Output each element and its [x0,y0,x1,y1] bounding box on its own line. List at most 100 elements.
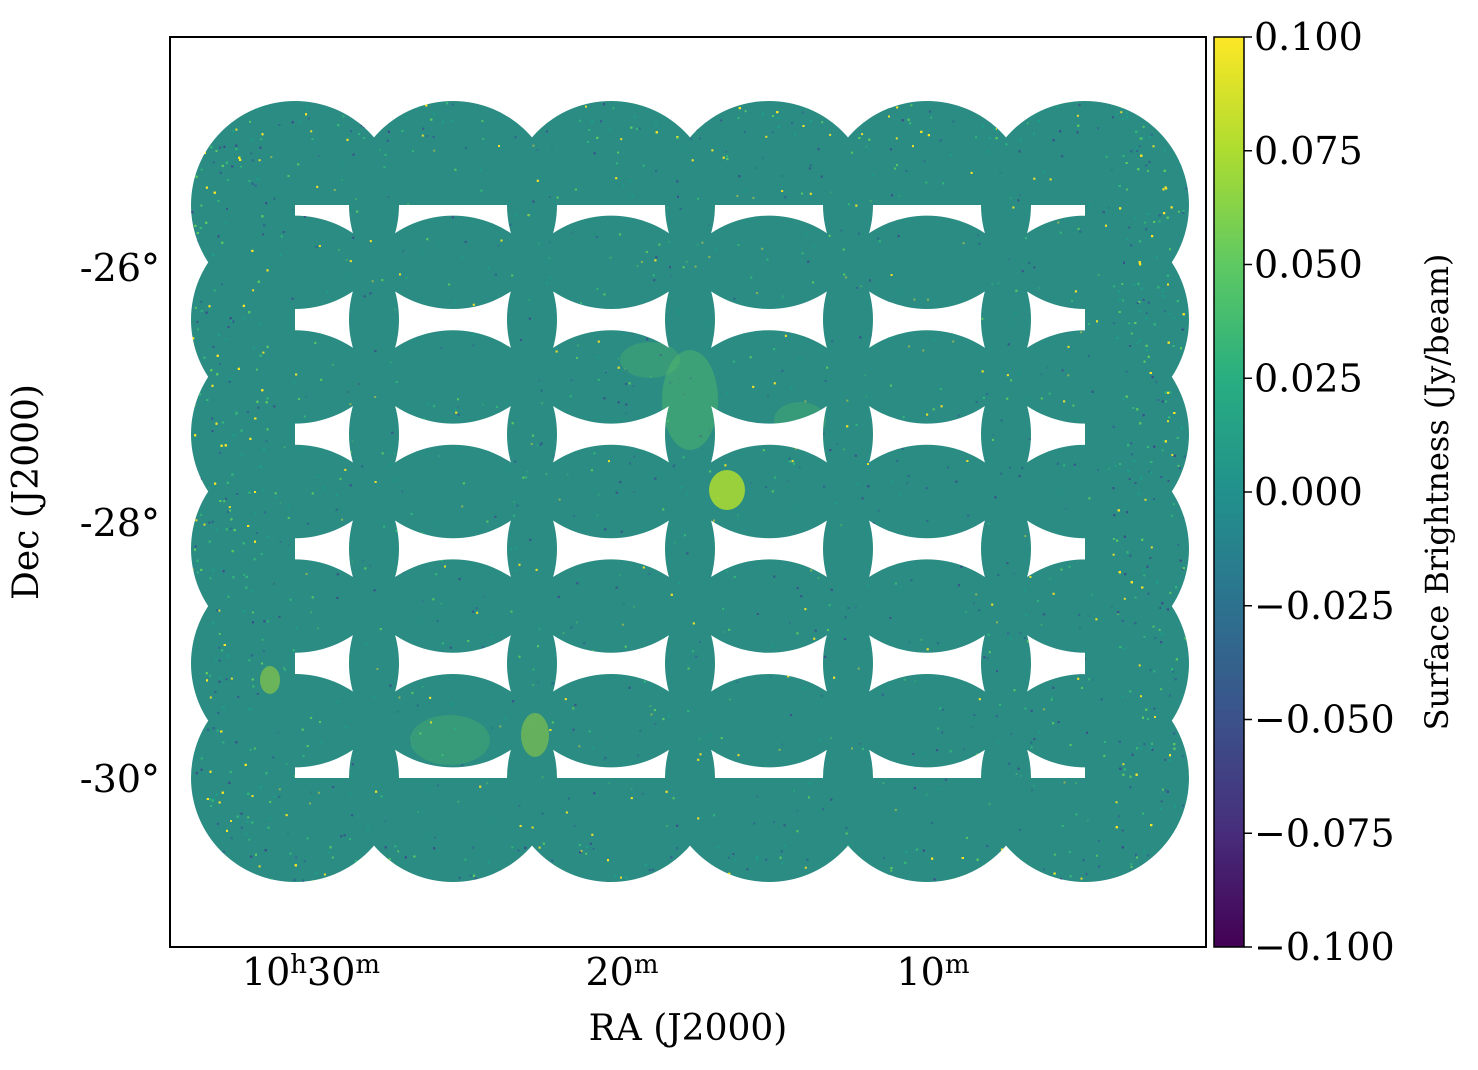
noise-pixel [318,245,321,247]
noise-pixel [981,317,984,320]
noise-pixel [351,763,354,766]
noise-pixel [576,357,578,359]
noise-pixel [960,565,963,568]
noise-pixel [588,128,591,131]
noise-pixel [551,721,554,724]
noise-pixel [393,308,396,311]
noise-pixel [881,693,884,696]
noise-pixel [855,287,858,289]
noise-pixel [352,153,355,156]
noise-pixel [383,166,386,169]
noise-pixel [910,104,913,107]
noise-pixel [315,245,318,248]
noise-pixel [597,493,600,496]
noise-pixel [937,727,939,730]
noise-pixel [896,459,899,462]
noise-pixel [937,788,940,791]
noise-pixel [393,452,396,455]
noise-pixel [824,380,827,382]
noise-pixel [516,504,519,507]
noise-pixel [1048,392,1051,395]
noise-pixel [320,378,323,381]
noise-pixel [908,641,911,644]
noise-pixel [819,739,821,742]
noise-pixel [454,728,457,730]
noise-pixel [693,405,696,408]
noise-pixel [461,763,464,766]
noise-pixel [926,648,929,651]
noise-pixel [756,613,759,615]
noise-pixel [1000,419,1003,422]
noise-pixel [619,233,622,236]
noise-pixel [801,252,804,255]
noise-pixel [861,497,864,500]
noise-pixel [708,429,711,432]
noise-pixel [1017,372,1020,375]
noise-pixel [422,418,425,421]
noise-pixel [545,281,548,284]
noise-pixel [636,264,639,267]
noise-pixel [590,469,593,472]
noise-pixel [580,302,582,305]
noise-pixel [1000,472,1003,475]
noise-pixel [659,354,662,356]
noise-pixel [808,782,811,785]
noise-pixel [1113,871,1116,874]
noise-pixel [570,231,573,234]
noise-pixel [847,607,850,609]
noise-pixel [913,787,916,790]
noise-pixel [654,259,657,262]
noise-pixel [292,649,295,652]
noise-pixel [970,171,973,174]
noise-pixel [253,747,256,750]
noise-pixel [824,655,827,658]
noise-pixel [1169,391,1172,394]
noise-pixel [491,635,494,638]
noise-pixel [913,787,916,790]
noise-pixel [379,149,382,152]
noise-pixel [1030,741,1033,744]
noise-pixel [619,481,622,484]
noise-pixel [275,496,278,498]
noise-pixel [1168,694,1171,697]
noise-pixel [831,340,834,343]
noise-pixel [1017,767,1020,770]
noise-pixel [624,645,627,648]
noise-pixel [421,249,424,252]
noise-pixel [194,306,197,309]
noise-pixel [247,816,250,819]
noise-pixel [519,825,522,827]
noise-pixel [1017,372,1020,375]
noise-pixel [845,827,848,829]
noise-pixel [1007,343,1010,346]
noise-pixel [957,414,960,417]
noise-pixel [496,405,498,408]
noise-pixel [491,635,494,638]
noise-pixel [897,235,900,238]
noise-pixel [518,804,521,807]
noise-pixel [218,632,221,635]
noise-pixel [888,115,890,118]
noise-pixel [982,396,985,399]
noise-pixel [631,195,634,198]
noise-pixel [306,522,309,525]
noise-pixel [790,714,792,717]
noise-pixel [975,136,978,139]
noise-pixel [531,721,533,723]
noise-pixel [713,814,716,817]
noise-pixel [589,842,592,845]
noise-pixel [540,389,543,392]
noise-pixel [412,746,415,749]
noise-pixel [878,240,881,243]
noise-pixel [882,781,885,784]
noise-pixel [708,256,711,258]
noise-pixel [790,714,792,717]
noise-pixel [511,274,514,277]
noise-pixel [545,281,548,284]
noise-pixel [315,245,318,248]
noise-pixel [593,152,596,155]
noise-pixel [1172,670,1175,673]
noise-pixel [1076,114,1079,117]
noise-pixel [996,621,998,624]
noise-pixel [390,463,393,466]
